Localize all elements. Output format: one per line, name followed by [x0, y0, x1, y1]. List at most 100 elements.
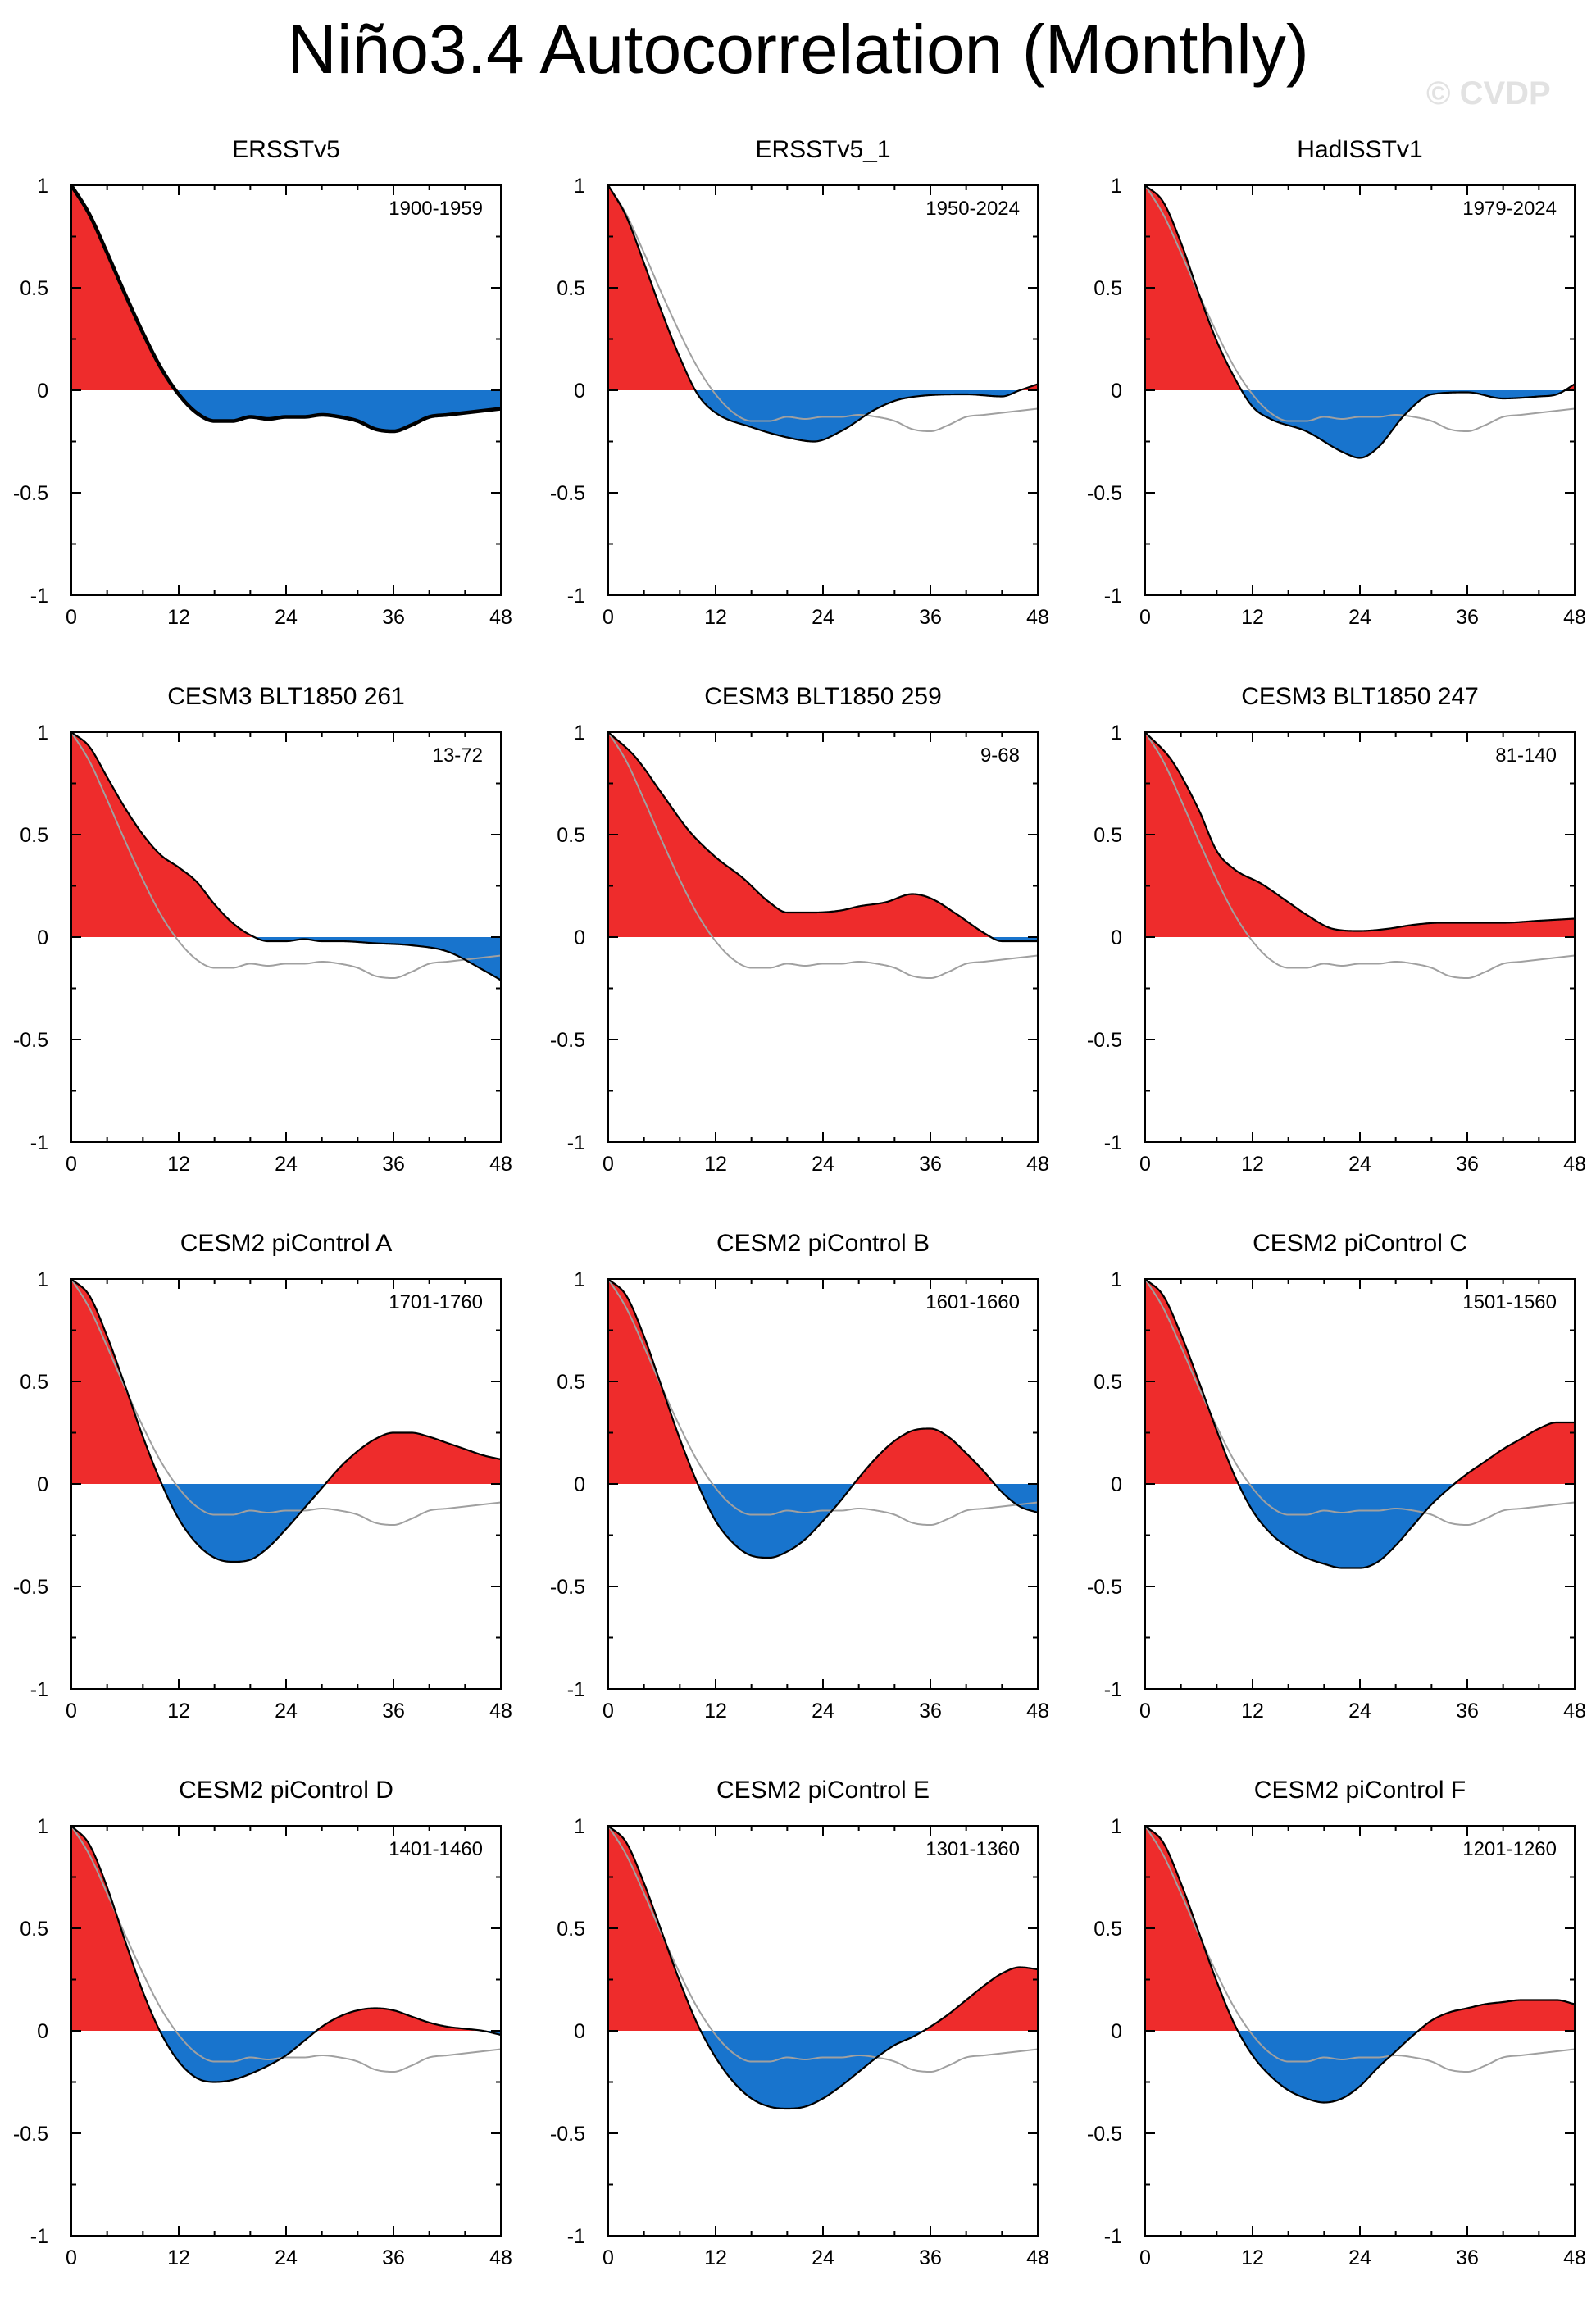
period-label: 1900-1959	[389, 198, 483, 220]
x-tick-label: 0	[66, 606, 77, 629]
x-tick-label: 0	[1139, 2246, 1151, 2269]
panel-8: 0 12 24 36 48 -1 -0.5 0 0.5 1 CESM2 piControl B 160…	[550, 1230, 1049, 1723]
reference-line	[607, 1278, 1039, 1526]
y-tick-label: 0	[574, 380, 585, 403]
x-tick-label: 24	[1348, 2246, 1371, 2269]
y-tick-label: -0.5	[13, 2123, 48, 2146]
y-tick-label: -1	[1104, 2225, 1122, 2248]
y-tick-label: -0.5	[550, 2123, 585, 2146]
y-tick-label: -0.5	[13, 482, 48, 505]
panel-9: 0 12 24 36 48 -1 -0.5 0 0.5 1 CESM2 piControl C 150…	[1087, 1230, 1586, 1723]
x-tick-label: 24	[812, 1153, 834, 1176]
panel-title: CESM2 piControl B	[716, 1230, 930, 1257]
x-tick-label: 48	[1026, 606, 1049, 629]
period-label: 9-68	[980, 744, 1020, 767]
x-tick-label: 36	[382, 1700, 405, 1723]
y-tick-label: -0.5	[1087, 1576, 1122, 1599]
x-tick-label: 24	[275, 1700, 298, 1723]
panel-5: 0 12 24 36 48 -1 -0.5 0 0.5 1 CESM3 BLT1850 259 9-6…	[550, 683, 1049, 1176]
y-tick-label: 0.5	[1094, 824, 1122, 847]
y-tick-label: 0.5	[557, 1918, 585, 1941]
period-label: 1701-1760	[389, 1291, 483, 1313]
x-tick-label: 0	[602, 2246, 614, 2269]
series-line	[607, 1278, 1039, 1559]
series-line	[1144, 1825, 1576, 2104]
series-line	[70, 184, 502, 434]
y-tick-label: 0	[37, 1473, 48, 1496]
y-tick-label: 1	[1111, 1815, 1122, 1838]
x-tick-label: 12	[167, 1153, 190, 1176]
x-tick-label: 24	[275, 2246, 298, 2269]
negative-fill	[1145, 390, 1575, 458]
negative-fill	[608, 937, 1038, 941]
x-tick-label: 12	[167, 606, 190, 629]
panel-title: CESM3 BLT1850 261	[167, 683, 405, 710]
x-tick-label: 36	[919, 606, 942, 629]
series-line	[1144, 1278, 1576, 1569]
y-tick-label: -1	[1104, 1678, 1122, 1701]
page-title: Niño3.4 Autocorrelation (Monthly)	[287, 11, 1309, 88]
y-tick-label: 1	[1111, 721, 1122, 744]
y-tick-label: -1	[30, 585, 48, 608]
y-tick-label: 0.5	[557, 1371, 585, 1394]
reference-line	[70, 1825, 502, 2073]
y-tick-label: 1	[37, 1815, 48, 1838]
panel-title: ERSSTv5	[232, 136, 340, 163]
positive-fill	[1145, 1826, 1575, 2031]
y-tick-label: -0.5	[13, 1576, 48, 1599]
positive-fill	[71, 185, 501, 390]
panel-title: CESM2 piControl F	[1254, 1777, 1466, 1804]
x-tick-label: 24	[1348, 1153, 1371, 1176]
x-tick-label: 36	[1456, 606, 1479, 629]
x-tick-label: 12	[1241, 1153, 1264, 1176]
y-tick-label: 0.5	[557, 824, 585, 847]
positive-fill	[1145, 185, 1575, 390]
y-tick-label: 0	[37, 2020, 48, 2043]
reference-line	[1144, 731, 1576, 979]
x-tick-label: 24	[812, 1700, 834, 1723]
negative-fill	[608, 390, 1038, 442]
series-line	[607, 184, 1039, 443]
panel-2: 0 12 24 36 48 -1 -0.5 0 0.5 1 ERSSTv5_1 1950-2024	[550, 136, 1049, 629]
y-tick-label: 1	[37, 1268, 48, 1291]
panel-4: 0 12 24 36 48 -1 -0.5 0 0.5 1 CESM3 BLT1850 261 13-…	[13, 683, 512, 1176]
y-tick-label: -0.5	[550, 1576, 585, 1599]
x-tick-label: 48	[1563, 606, 1586, 629]
x-tick-label: 24	[812, 2246, 834, 2269]
y-tick-label: 0	[574, 1473, 585, 1496]
x-tick-label: 24	[812, 606, 834, 629]
y-tick-label: -1	[567, 2225, 585, 2248]
negative-fill	[71, 1484, 501, 1562]
y-tick-label: -1	[567, 585, 585, 608]
negative-fill	[608, 2031, 1038, 2109]
x-tick-label: 36	[919, 1153, 942, 1176]
series-line	[607, 731, 1039, 943]
period-label: 1979-2024	[1462, 198, 1557, 220]
y-tick-label: -0.5	[1087, 482, 1122, 505]
x-tick-label: 24	[1348, 1700, 1371, 1723]
x-tick-label: 0	[66, 2246, 77, 2269]
negative-fill	[71, 2031, 501, 2082]
panel-title: CESM3 BLT1850 247	[1241, 683, 1479, 710]
x-tick-label: 0	[1139, 606, 1151, 629]
x-tick-label: 36	[382, 1153, 405, 1176]
y-tick-label: 0	[37, 926, 48, 949]
x-tick-label: 0	[1139, 1700, 1151, 1723]
x-tick-label: 48	[489, 1700, 512, 1723]
positive-fill	[608, 1279, 1038, 1484]
y-tick-label: 1	[574, 721, 585, 744]
x-tick-label: 0	[602, 1153, 614, 1176]
x-tick-label: 0	[1139, 1153, 1151, 1176]
x-tick-label: 12	[704, 1153, 727, 1176]
x-tick-label: 48	[1563, 2246, 1586, 2269]
y-tick-label: -0.5	[13, 1029, 48, 1052]
positive-fill	[608, 185, 1038, 390]
reference-line	[607, 184, 1039, 432]
x-tick-label: 48	[1563, 1153, 1586, 1176]
positive-fill	[608, 1826, 1038, 2031]
reference-line	[1144, 1825, 1576, 2073]
y-tick-label: -0.5	[1087, 2123, 1122, 2146]
reference-line	[70, 1278, 502, 1526]
x-tick-label: 12	[1241, 1700, 1264, 1723]
positive-fill	[1145, 1279, 1575, 1484]
